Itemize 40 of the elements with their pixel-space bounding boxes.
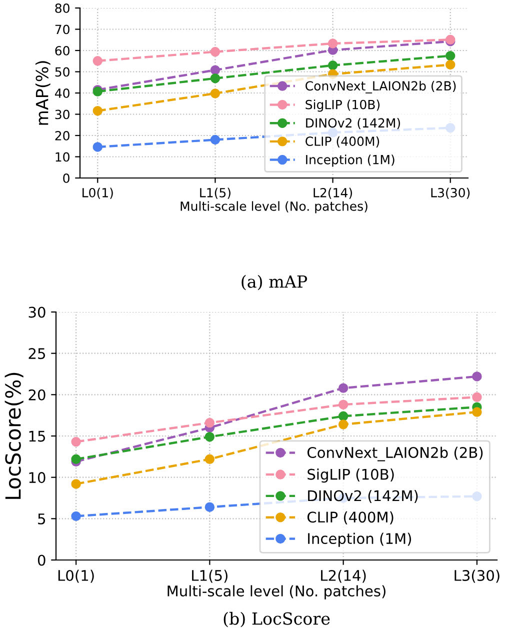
text: (b) LocScore xyxy=(224,612,330,628)
y-axis-title: mAP(%) xyxy=(35,61,50,125)
y-tick-label: 30 xyxy=(28,306,46,318)
legend-label: Inception (1M) xyxy=(306,154,394,167)
x-tick-label: L3(30) xyxy=(431,188,470,199)
y-tick-label: 20 xyxy=(28,389,46,400)
y-tick-label: 15 xyxy=(29,430,46,442)
legend-label: ConvNext_LAION2b (2B) xyxy=(306,80,456,94)
y-tick-label: 20 xyxy=(55,130,70,140)
y-tick-label: 70 xyxy=(55,24,70,34)
y-tick-label: 0 xyxy=(63,173,70,183)
legend-label: DINOv2 (142M) xyxy=(306,118,400,130)
y-tick-label: 25 xyxy=(28,348,46,360)
x-tick-label: L2(14) xyxy=(314,188,352,199)
legend-label: Inception (1M) xyxy=(308,532,412,547)
y-tick-label: 30 xyxy=(55,110,70,120)
text: (a) mAP xyxy=(242,274,308,290)
y-tick-label: 10 xyxy=(56,152,70,162)
x-tick-label: L0(1) xyxy=(58,570,94,583)
x-axis-title: Multi-scale level (No. patches) xyxy=(180,201,368,214)
y-tick-label: 0 xyxy=(38,554,46,566)
y-tick-label: 50 xyxy=(55,67,70,77)
legend-label: ConvNext_LAION2b (2B) xyxy=(307,446,483,462)
x-tick-label: L3(30) xyxy=(454,570,500,583)
legend-label: DINOv2 (142M) xyxy=(308,490,418,503)
legend-label: SigLIP (10B) xyxy=(308,468,394,483)
x-axis-title: Multi-scale level (No. patches) xyxy=(168,585,386,600)
legend-label: CLIP (400M) xyxy=(307,511,394,524)
y-tick-label: 40 xyxy=(54,88,70,98)
legend-label: SigLIP (10B) xyxy=(306,100,380,112)
x-tick-label: L0(1) xyxy=(82,188,113,199)
y-axis-title: LocScore(%) xyxy=(4,372,24,499)
legend-label: CLIP (400M) xyxy=(306,136,380,148)
x-tick-label: L1(5) xyxy=(200,188,230,199)
x-tick-label: L2(14) xyxy=(321,570,366,583)
y-tick-label: 60 xyxy=(55,46,70,56)
y-tick-label: 5 xyxy=(38,514,46,524)
y-tick-label: 10 xyxy=(29,472,46,484)
x-tick-label: L1(5) xyxy=(192,570,228,583)
y-tick-label: 80 xyxy=(55,3,70,13)
